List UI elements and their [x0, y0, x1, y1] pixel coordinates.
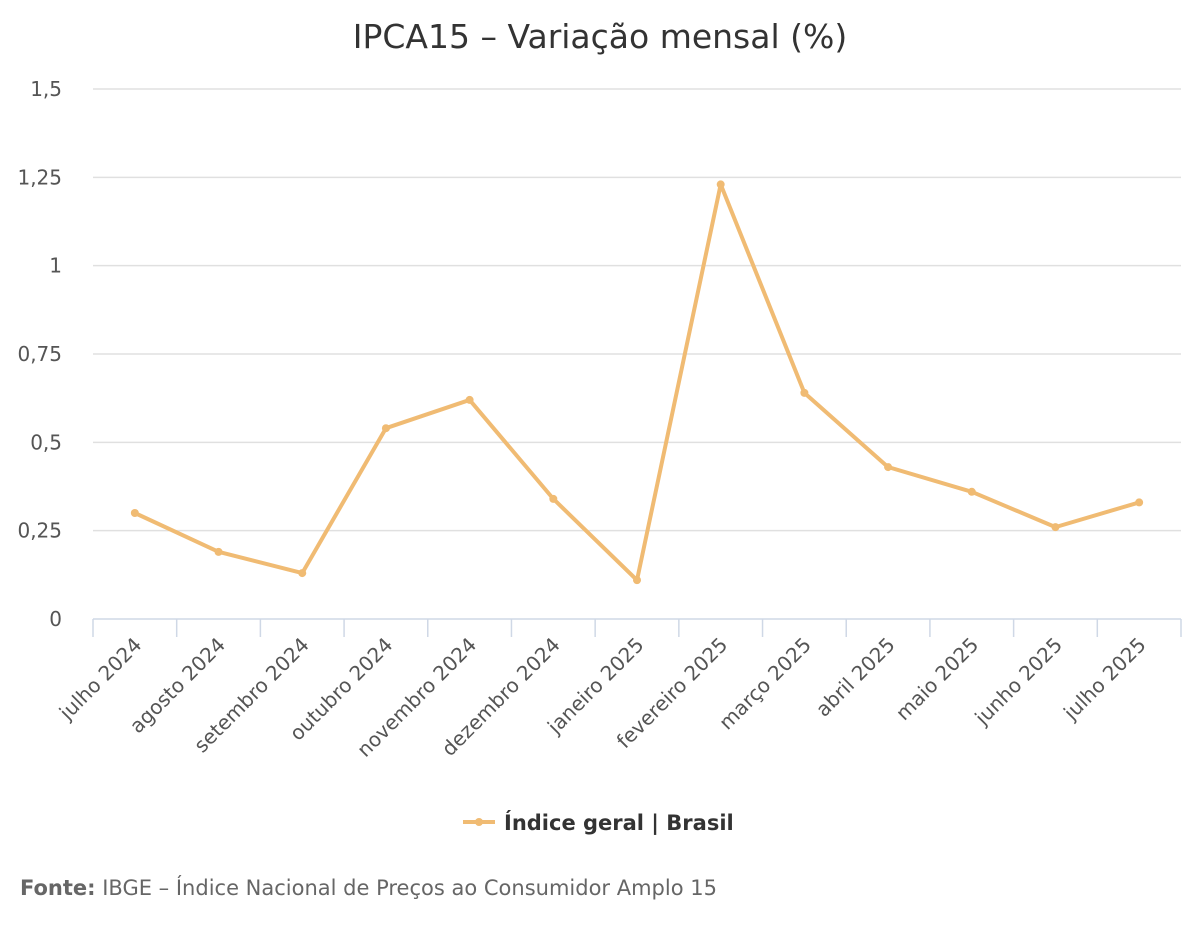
x-tick-label: maio 2025	[891, 633, 983, 725]
y-tick-label: 1	[49, 254, 62, 278]
data-point[interactable]	[214, 547, 223, 556]
data-point[interactable]	[1051, 523, 1060, 532]
data-point[interactable]	[1135, 498, 1144, 507]
data-point[interactable]	[884, 463, 893, 472]
data-point[interactable]	[130, 509, 139, 517]
legend[interactable]: Índice geral | Brasil	[463, 810, 734, 836]
x-tick-label: junho 2025	[969, 633, 1067, 731]
series-layer	[130, 180, 1144, 585]
y-tick-label: 0,75	[17, 342, 62, 366]
data-point[interactable]	[298, 569, 307, 578]
legend-marker	[475, 818, 483, 826]
y-tick-label: 0,25	[17, 519, 62, 543]
x-tick-label: abril 2025	[811, 633, 900, 722]
source-text: IBGE – Índice Nacional de Preços ao Cons…	[95, 876, 717, 900]
data-point[interactable]	[633, 576, 641, 585]
series-line[interactable]	[132, 182, 1142, 583]
y-tick-label: 1,25	[17, 165, 62, 189]
legend-label: Índice geral | Brasil	[504, 810, 734, 836]
y-tick-label: 0	[49, 607, 62, 631]
chart-title: IPCA15 – Variação mensal (%)	[353, 17, 848, 56]
source-label: Fonte:	[20, 876, 96, 900]
x-tick-label: julho 2025	[1058, 633, 1151, 726]
x-tick-label: julho 2024	[54, 633, 147, 726]
y-tick-label: 1,5	[30, 77, 62, 101]
data-point[interactable]	[967, 487, 976, 496]
grid-lines	[93, 88, 1181, 532]
data-point[interactable]	[549, 494, 558, 503]
source-note: Fonte: IBGE – Índice Nacional de Preços …	[20, 876, 717, 900]
y-tick-label: 0,5	[30, 430, 62, 454]
data-point[interactable]	[716, 180, 725, 189]
y-axis: 0 0,25 0,5 0,75 1 1,25 1,5	[17, 77, 62, 631]
data-point[interactable]	[381, 424, 390, 433]
data-point[interactable]	[465, 395, 474, 404]
data-point[interactable]	[800, 388, 809, 397]
